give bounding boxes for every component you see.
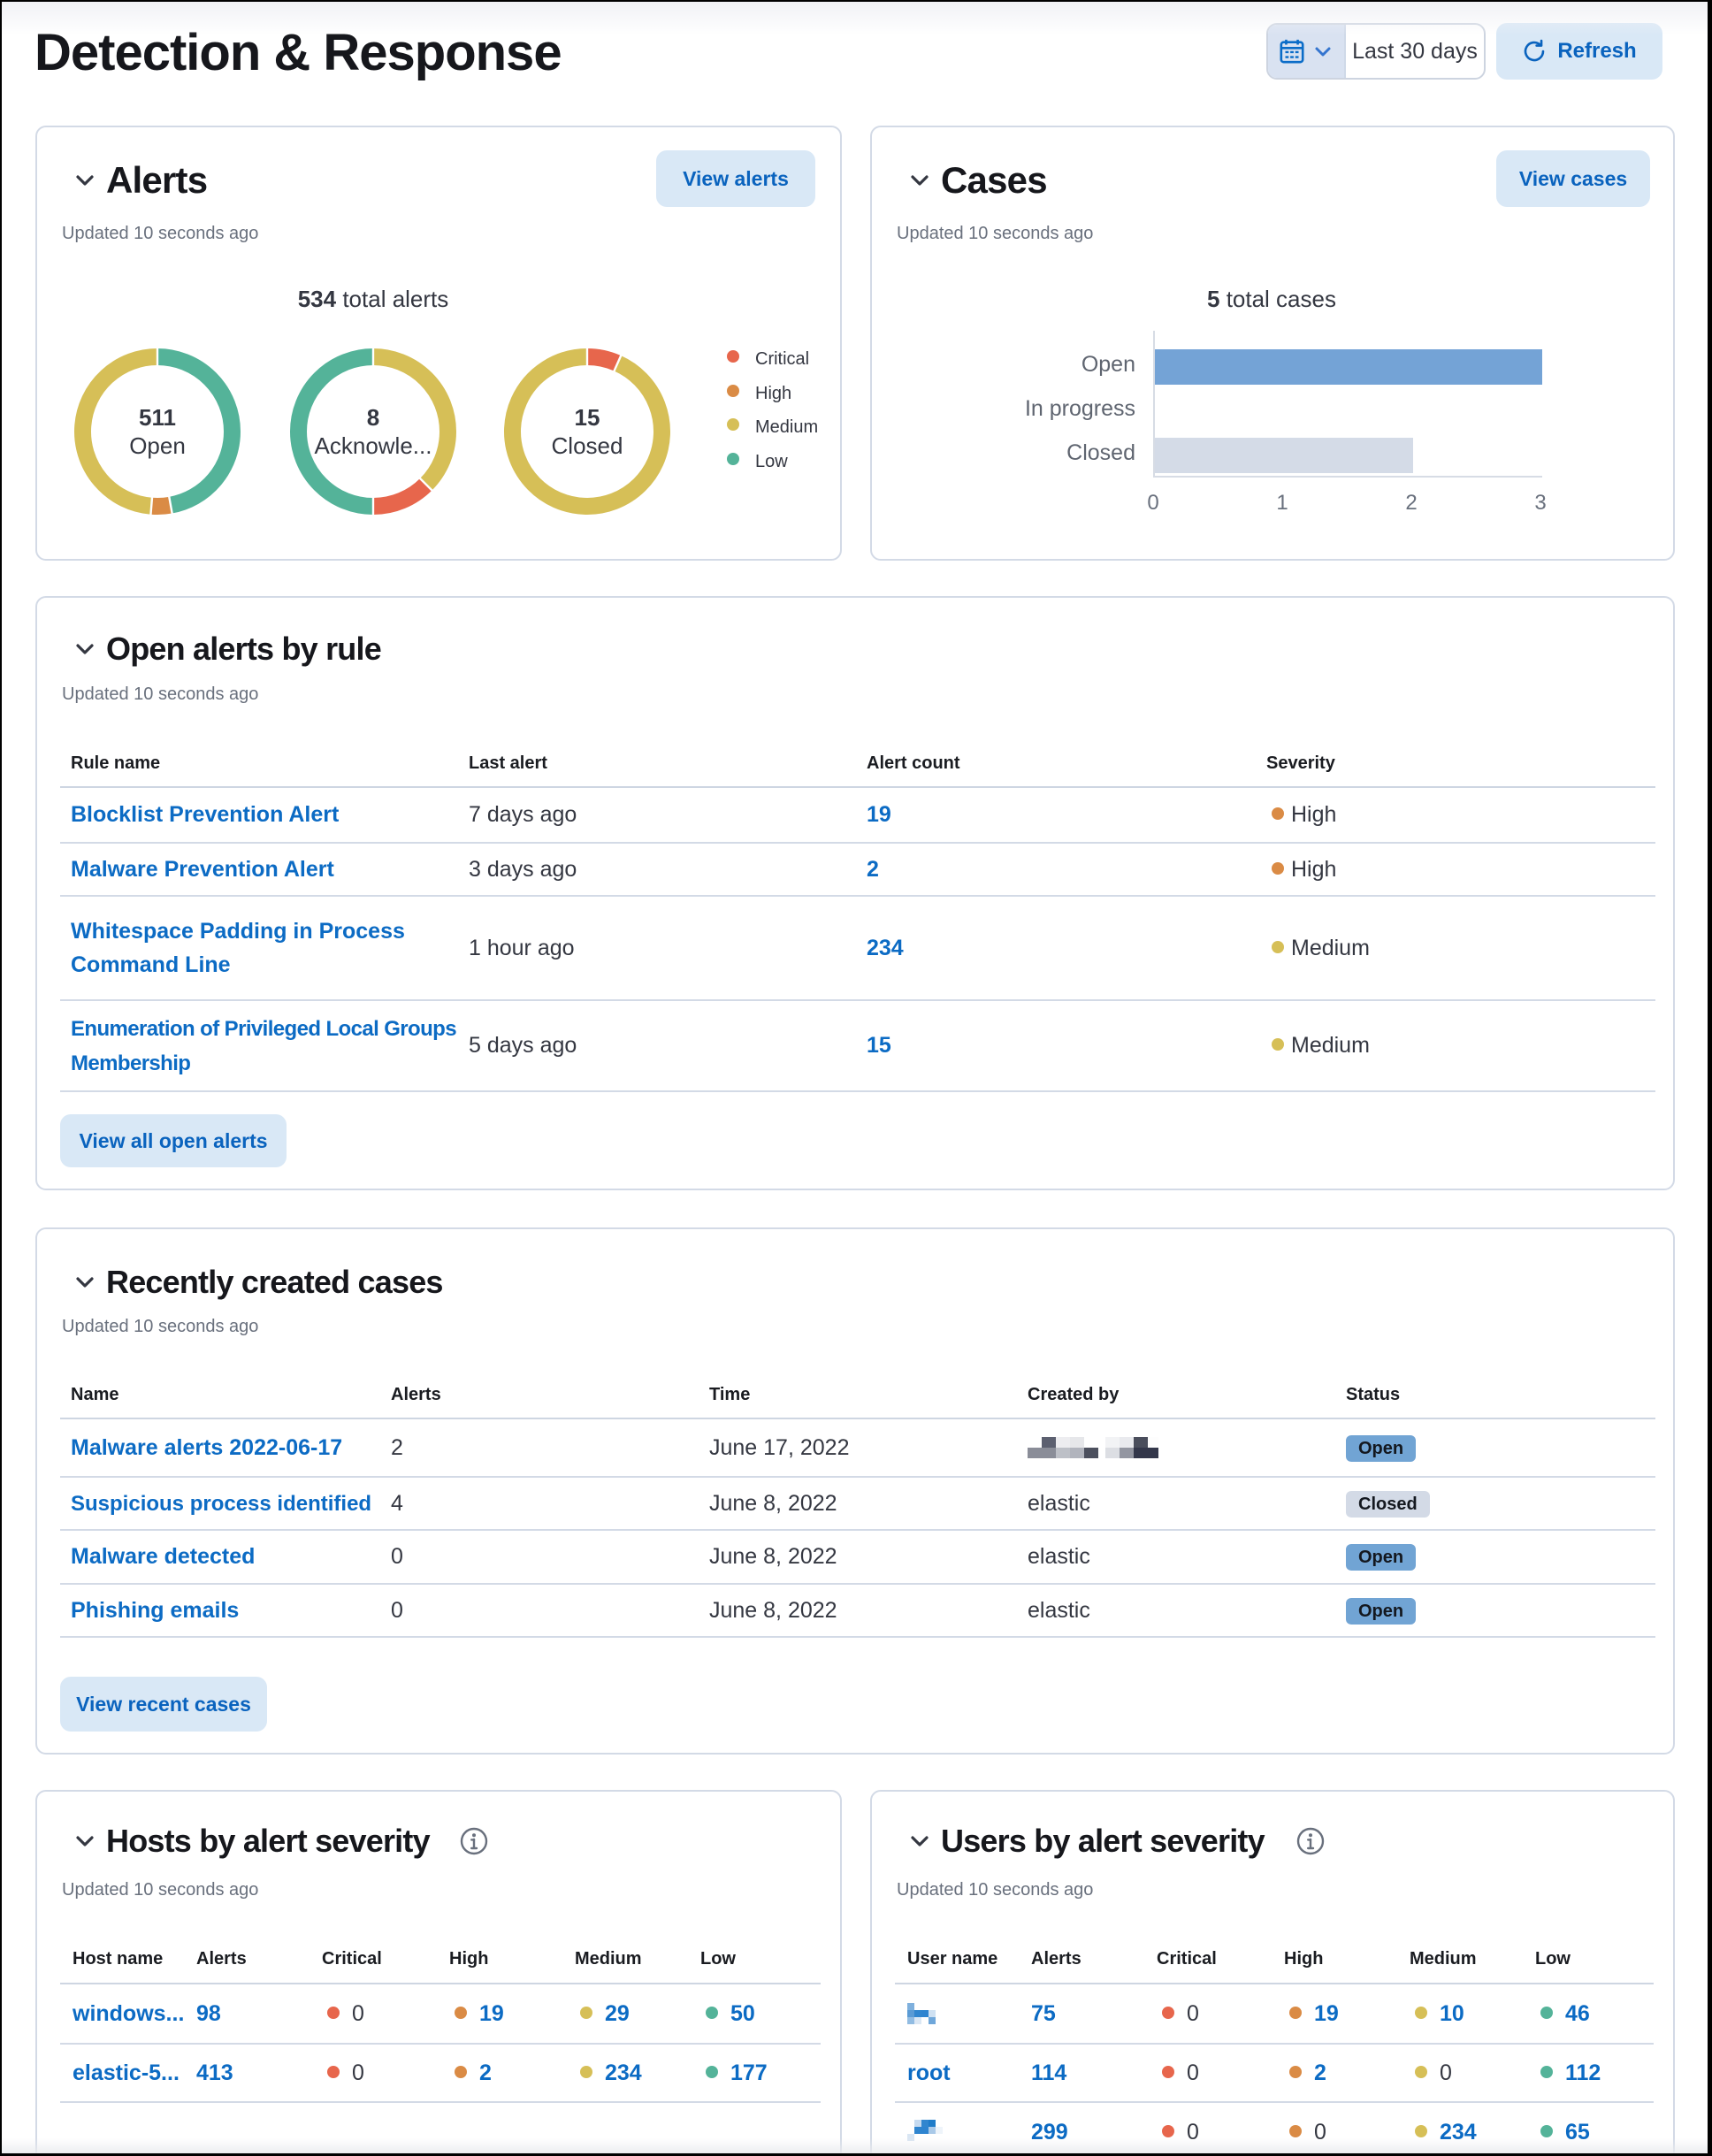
svg-text:511: 511 bbox=[139, 404, 176, 431]
svg-text:8: 8 bbox=[367, 404, 379, 431]
svg-text:Open: Open bbox=[129, 432, 186, 459]
svg-text:Closed: Closed bbox=[552, 432, 623, 459]
svg-text:15: 15 bbox=[575, 404, 600, 431]
svg-text:Acknowle...: Acknowle... bbox=[315, 432, 432, 459]
